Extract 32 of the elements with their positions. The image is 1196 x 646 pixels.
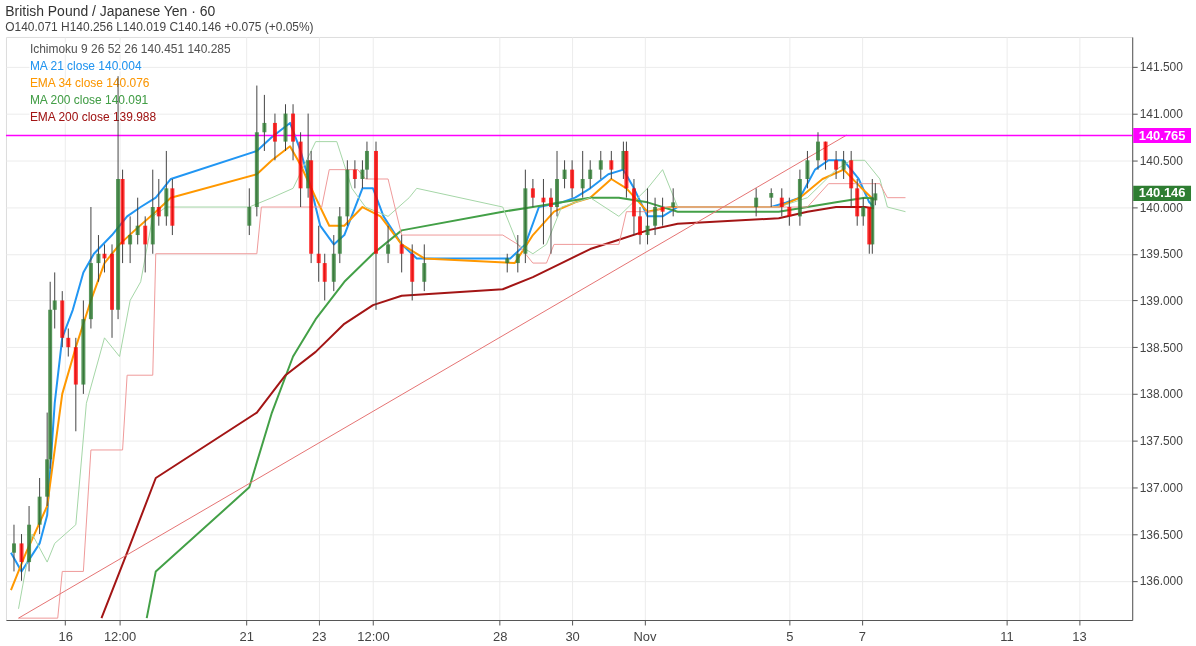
chart-subtitle: O140.071 H140.256 L140.019 C140.146 +0.075 (+0.05%) bbox=[5, 19, 314, 34]
y-tick-label: 137.000 bbox=[1139, 480, 1184, 495]
text: Ichimoku 9 26 52 26 140.451 140.285 bbox=[29, 41, 231, 56]
y-tick-label: 141.000 bbox=[1139, 107, 1184, 122]
y-tick-label: 136.000 bbox=[1139, 574, 1184, 589]
ref-line-label: 140.765 bbox=[1138, 127, 1186, 143]
text: MA 21 close 140.004 bbox=[29, 58, 142, 73]
x-tick-label: 23 bbox=[311, 629, 327, 645]
x-tick-label: Nov bbox=[633, 629, 658, 645]
text: 140.146 bbox=[1138, 185, 1186, 201]
x-tick-label: 11 bbox=[1000, 629, 1014, 645]
y-tick-label: 140.500 bbox=[1139, 153, 1184, 168]
y-tick-label: 138.500 bbox=[1139, 340, 1184, 355]
y-tick-label: 137.500 bbox=[1139, 434, 1184, 449]
y-tick-label: 138.000 bbox=[1139, 387, 1184, 402]
x-tick-label: 7 bbox=[858, 629, 866, 645]
x-tick-label: 28 bbox=[493, 629, 508, 645]
text: EMA 34 close 140.076 bbox=[29, 75, 150, 90]
x-tick-label: 21 bbox=[239, 629, 254, 645]
y-tick-label: 141.500 bbox=[1139, 60, 1184, 75]
x-tick-label: 30 bbox=[565, 629, 580, 645]
y-tick-label: 140.000 bbox=[1139, 200, 1184, 215]
y-tick-label: 139.000 bbox=[1139, 293, 1184, 308]
x-tick-label: 13 bbox=[1072, 629, 1087, 645]
y-tick-label: 136.500 bbox=[1139, 527, 1184, 542]
x-tick-label: 12:00 bbox=[357, 629, 390, 645]
chart-title: British Pound / Japanese Yen · 60 bbox=[5, 3, 216, 20]
x-tick-label: 12:00 bbox=[103, 629, 137, 645]
x-tick-label: 16 bbox=[58, 629, 73, 645]
y-tick-label: 139.500 bbox=[1139, 247, 1184, 262]
x-tick-label: 5 bbox=[786, 629, 794, 645]
text: EMA 200 close 139.988 bbox=[29, 109, 157, 124]
